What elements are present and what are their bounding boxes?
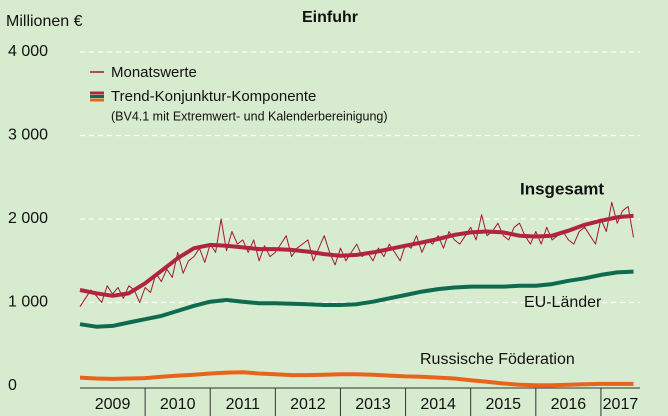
- legend-label: Trend-Konjunktur-Komponente: [111, 88, 316, 105]
- legend-label: Monatswerte: [111, 64, 197, 81]
- y-axis-label: Millionen €: [6, 13, 83, 30]
- series-label: Russische Föderation: [420, 351, 575, 368]
- y-tick-label: 3 000: [8, 127, 48, 144]
- series-label: Insgesamt: [520, 179, 604, 198]
- x-tick-label: 2011: [226, 396, 261, 413]
- series-line: [79, 213, 634, 298]
- y-tick-label: 0: [8, 377, 17, 394]
- x-tick-label: 2010: [160, 396, 196, 413]
- x-tick-label: 2017: [603, 396, 639, 413]
- x-tick-label: 2015: [485, 396, 521, 413]
- series-line: [79, 269, 634, 329]
- y-tick-label: 4 000: [8, 43, 48, 60]
- x-tick-label: 2016: [551, 396, 587, 413]
- x-tick-label: 2014: [420, 396, 456, 413]
- x-tick-label: 2012: [290, 396, 326, 413]
- series-line: [79, 370, 634, 388]
- y-tick-label: 1 000: [8, 294, 48, 311]
- x-tick-label: 2013: [355, 396, 391, 413]
- y-tick-label: 2 000: [8, 210, 48, 227]
- series-label: EU-Länder: [524, 294, 602, 311]
- legend-subtitle: (BV4.1 mit Extremwert- und Kalenderberei…: [111, 109, 388, 123]
- series-line: [79, 201, 634, 307]
- chart-title: Einfuhr: [302, 9, 358, 26]
- x-tick-label: 2009: [95, 396, 131, 413]
